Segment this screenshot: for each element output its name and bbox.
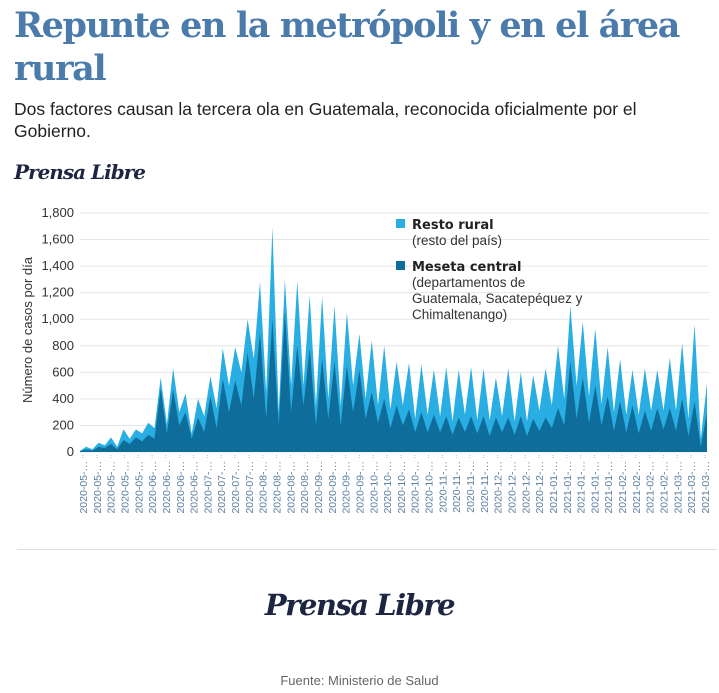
y-tick-label: 1,400	[41, 258, 74, 273]
areas	[80, 227, 707, 452]
x-tick-label: 2020-10-…	[382, 461, 394, 514]
x-tick-label: 2021-02-…	[659, 461, 671, 514]
page-title: Repunte en la metrópoli y en el área rur…	[14, 5, 680, 89]
legend-swatch	[396, 261, 405, 270]
x-tick-label: 2021-03-…	[672, 461, 684, 514]
legend-label: Resto rural	[412, 218, 494, 233]
x-tick-label: 2020-05-…	[78, 461, 90, 514]
x-tick-label: 2020-05-…	[133, 461, 145, 514]
x-axis: 2020-05-… 2020-05-… 2020-05-… 2020-05-… 2020…	[78, 455, 712, 514]
source-note: Fuente: Ministerio de Salud	[280, 673, 439, 688]
logo-word-2: Libre	[91, 160, 146, 184]
x-tick-label: 2020-09-…	[327, 461, 339, 514]
logo-word-2: Libre	[376, 588, 455, 622]
y-tick-label: 1,200	[41, 285, 74, 300]
x-tick-label: 2020-08-…	[285, 461, 297, 514]
x-tick-label: 2020-11-…	[465, 461, 477, 513]
legend-label: Meseta central	[412, 260, 521, 275]
x-tick-label: 2020-07-…	[202, 461, 214, 514]
series-area-meseta-central	[80, 311, 707, 452]
x-tick-label: 2020-08-…	[272, 461, 284, 514]
x-tick-label: 2020-07-…	[230, 461, 242, 514]
x-tick-label: 2020-08-…	[299, 461, 311, 514]
x-tick-label: 2020-06-…	[161, 461, 173, 514]
x-tick-label: 2020-10-…	[396, 461, 408, 514]
x-tick-label: 2020-10-…	[424, 461, 436, 514]
x-tick-label: 2020-07-…	[244, 461, 256, 514]
x-tick-label: 2020-08-…	[258, 461, 270, 514]
prensa-libre-logo-bottom: Prensa Libre	[0, 588, 719, 622]
y-tick-label: 1,000	[41, 311, 74, 326]
logo-word-1: Prensa	[14, 160, 86, 184]
prensa-libre-logo-top: Prensa Libre	[14, 160, 146, 184]
x-tick-label: 2020-09-…	[354, 461, 366, 514]
x-tick-label: 2020-11-…	[479, 461, 491, 513]
x-tick-label: 2021-03-…	[686, 461, 698, 514]
y-tick-label: 1,600	[41, 232, 74, 247]
x-tick-label: 2021-02-…	[645, 461, 657, 514]
x-tick-label: 2020-11-…	[437, 461, 449, 513]
x-tick-label: 2020-11-…	[451, 461, 463, 513]
y-tick-label: 600	[52, 364, 74, 379]
stacked-area-chart: 0 200 400 600 800 1,000 1,200 1,400 1,600 1,800 2…	[20, 205, 712, 514]
x-tick-label: 2021-01-…	[576, 461, 588, 514]
y-axis-label: Número de casos por día	[20, 256, 35, 403]
x-tick-label: 2020-10-…	[410, 461, 422, 514]
x-tick-label: 2021-01-…	[548, 461, 560, 514]
x-tick-label: 2020-06-…	[175, 461, 187, 514]
x-tick-label: 2020-12-…	[520, 461, 532, 514]
x-tick-label: 2021-01-…	[562, 461, 574, 514]
x-tick-label: 2020-05-…	[119, 461, 131, 514]
x-tick-label: 2020-06-…	[189, 461, 201, 514]
legend: Resto rural(resto del país) Meseta centra…	[396, 218, 583, 322]
x-tick-label: 2021-03-…	[700, 461, 712, 514]
x-tick-label: 2021-01-…	[603, 461, 615, 514]
legend-swatch	[396, 219, 405, 228]
legend-description: Guatemala, Sacatepéquez y	[412, 291, 583, 306]
x-tick-label: 2020-05-…	[92, 461, 104, 514]
x-tick-label: 2020-10-…	[368, 461, 380, 514]
x-tick-label: 2021-02-…	[631, 461, 643, 514]
x-tick-label: 2020-12-…	[493, 461, 505, 514]
legend-description: Chimaltenango)	[412, 307, 507, 322]
logo-word-1: Prensa	[264, 588, 369, 622]
x-tick-label: 2020-09-…	[341, 461, 353, 514]
legend-description: (departamentos de	[412, 275, 525, 290]
x-tick-label: 2020-12-…	[534, 461, 546, 514]
x-tick-label: 2021-02-…	[617, 461, 629, 514]
divider	[17, 549, 717, 550]
y-axis: 0 200 400 600 800 1,000 1,200 1,400 1,600 1,800	[41, 205, 74, 459]
x-tick-label: 2021-01-…	[589, 461, 601, 514]
x-tick-label: 2020-05-…	[106, 461, 118, 514]
y-tick-label: 0	[67, 444, 74, 459]
x-tick-label: 2020-12-…	[506, 461, 518, 514]
page-subtitle: Dos factores causan la tercera ola en Gu…	[14, 99, 637, 141]
y-tick-label: 400	[52, 391, 74, 406]
y-tick-label: 200	[52, 417, 74, 432]
x-tick-label: 2020-07-…	[216, 461, 228, 514]
y-tick-label: 800	[52, 338, 74, 353]
x-tick-label: 2020-06-…	[147, 461, 159, 514]
y-tick-label: 1,800	[41, 205, 74, 220]
x-tick-label: 2020-09-…	[313, 461, 325, 514]
legend-description: (resto del país)	[412, 233, 502, 248]
